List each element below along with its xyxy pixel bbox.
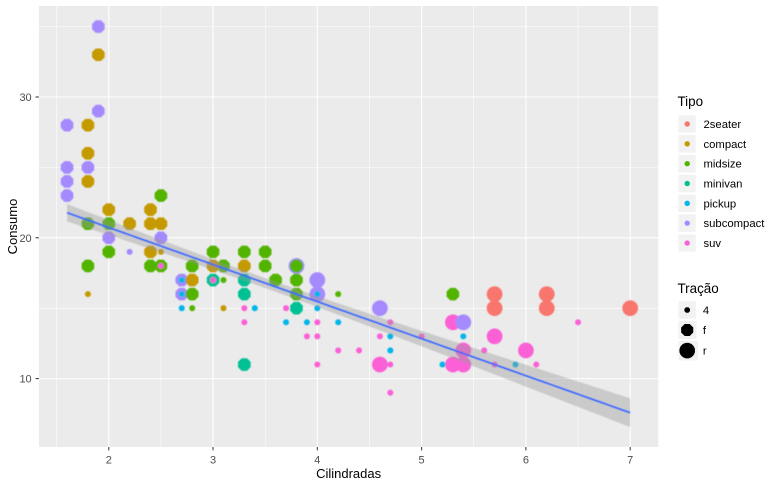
svg-text:2seater: 2seater: [704, 119, 742, 131]
svg-text:pickup: pickup: [704, 198, 737, 210]
svg-text:10: 10: [19, 374, 31, 386]
svg-text:Cilindradas: Cilindradas: [316, 466, 382, 481]
svg-text:f: f: [703, 325, 707, 337]
svg-text:6: 6: [523, 455, 529, 467]
svg-text:Tipo: Tipo: [678, 94, 704, 109]
svg-text:midsize: midsize: [704, 159, 742, 171]
svg-text:Consumo: Consumo: [5, 199, 20, 255]
svg-text:2: 2: [106, 455, 112, 467]
svg-text:compact: compact: [704, 139, 748, 151]
svg-text:r: r: [703, 346, 707, 358]
svg-text:suv: suv: [704, 238, 722, 250]
svg-text:4: 4: [703, 305, 709, 317]
svg-text:7: 7: [627, 455, 633, 467]
svg-text:4: 4: [314, 455, 320, 467]
svg-text:minivan: minivan: [704, 179, 743, 191]
svg-text:3: 3: [210, 455, 216, 467]
svg-text:5: 5: [419, 455, 425, 467]
svg-text:30: 30: [19, 92, 31, 104]
svg-text:subcompact: subcompact: [704, 218, 766, 230]
svg-text:20: 20: [19, 233, 31, 245]
svg-text:Tração: Tração: [678, 281, 719, 296]
